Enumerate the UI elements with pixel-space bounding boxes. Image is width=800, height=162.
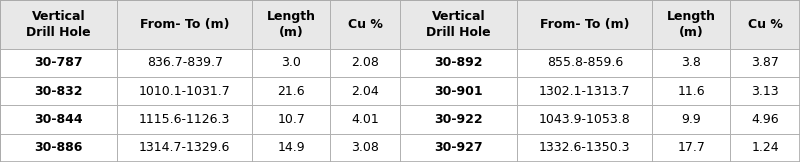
Bar: [0, 0, 118, 49]
Bar: [652, 49, 730, 77]
Text: 3.8: 3.8: [682, 56, 702, 69]
Bar: [518, 105, 652, 134]
Text: 14.9: 14.9: [278, 141, 305, 154]
Bar: [400, 134, 518, 162]
Bar: [652, 134, 730, 162]
Bar: [118, 134, 252, 162]
Text: From- To (m): From- To (m): [540, 18, 630, 31]
Bar: [330, 77, 400, 105]
Text: 11.6: 11.6: [678, 85, 705, 98]
Text: 1043.9-1053.8: 1043.9-1053.8: [539, 113, 630, 126]
Bar: [252, 77, 330, 105]
Text: 3.0: 3.0: [282, 56, 302, 69]
Bar: [0, 77, 118, 105]
Bar: [118, 77, 252, 105]
Bar: [330, 134, 400, 162]
Text: 30-832: 30-832: [34, 85, 83, 98]
Bar: [730, 0, 800, 49]
Text: Cu %: Cu %: [348, 18, 382, 31]
Text: 836.7-839.7: 836.7-839.7: [146, 56, 222, 69]
Text: 1332.6-1350.3: 1332.6-1350.3: [539, 141, 630, 154]
Text: 2.04: 2.04: [351, 85, 379, 98]
Text: 3.13: 3.13: [751, 85, 779, 98]
Text: 4.96: 4.96: [751, 113, 779, 126]
Bar: [330, 0, 400, 49]
Bar: [400, 49, 518, 77]
Bar: [252, 105, 330, 134]
Text: Vertical
Drill Hole: Vertical Drill Hole: [26, 10, 91, 39]
Text: 2.08: 2.08: [351, 56, 379, 69]
Text: 3.08: 3.08: [351, 141, 379, 154]
Text: 30-922: 30-922: [434, 113, 483, 126]
Text: From- To (m): From- To (m): [140, 18, 230, 31]
Bar: [730, 49, 800, 77]
Bar: [400, 105, 518, 134]
Text: 1.24: 1.24: [751, 141, 779, 154]
Bar: [118, 0, 252, 49]
Bar: [400, 0, 518, 49]
Text: 30-892: 30-892: [434, 56, 483, 69]
Bar: [118, 105, 252, 134]
Bar: [0, 105, 118, 134]
Bar: [330, 49, 400, 77]
Text: 855.8-859.6: 855.8-859.6: [546, 56, 623, 69]
Bar: [0, 134, 118, 162]
Bar: [652, 77, 730, 105]
Bar: [252, 49, 330, 77]
Bar: [252, 0, 330, 49]
Text: Length
(m): Length (m): [667, 10, 716, 39]
Bar: [518, 77, 652, 105]
Text: 30-927: 30-927: [434, 141, 483, 154]
Text: 1115.6-1126.3: 1115.6-1126.3: [139, 113, 230, 126]
Bar: [652, 105, 730, 134]
Bar: [730, 105, 800, 134]
Text: Cu %: Cu %: [748, 18, 782, 31]
Text: 1010.1-1031.7: 1010.1-1031.7: [139, 85, 230, 98]
Text: 4.01: 4.01: [351, 113, 379, 126]
Bar: [252, 134, 330, 162]
Text: 30-901: 30-901: [434, 85, 483, 98]
Text: 10.7: 10.7: [278, 113, 306, 126]
Text: 30-886: 30-886: [34, 141, 83, 154]
Text: Length
(m): Length (m): [267, 10, 316, 39]
Bar: [118, 49, 252, 77]
Bar: [330, 105, 400, 134]
Text: 3.87: 3.87: [751, 56, 779, 69]
Text: 9.9: 9.9: [682, 113, 701, 126]
Text: 1314.7-1329.6: 1314.7-1329.6: [139, 141, 230, 154]
Bar: [518, 0, 652, 49]
Bar: [400, 77, 518, 105]
Text: 1302.1-1313.7: 1302.1-1313.7: [539, 85, 630, 98]
Bar: [730, 134, 800, 162]
Bar: [518, 49, 652, 77]
Text: 21.6: 21.6: [278, 85, 305, 98]
Bar: [652, 0, 730, 49]
Bar: [518, 134, 652, 162]
Bar: [730, 77, 800, 105]
Text: Vertical
Drill Hole: Vertical Drill Hole: [426, 10, 491, 39]
Bar: [0, 49, 118, 77]
Text: 17.7: 17.7: [678, 141, 706, 154]
Text: 30-787: 30-787: [34, 56, 83, 69]
Text: 30-844: 30-844: [34, 113, 83, 126]
